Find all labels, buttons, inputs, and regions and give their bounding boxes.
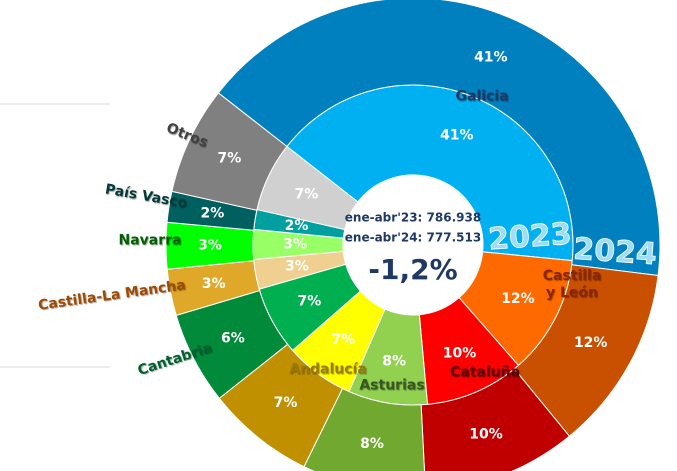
value-label: 7% (274, 395, 298, 411)
value-label: 7% (331, 332, 355, 348)
value-label: 41% (440, 127, 474, 143)
center-value: -1,2% (368, 253, 457, 286)
category-label: Galicia (455, 88, 509, 105)
ring-year: 2024 (572, 232, 658, 273)
value-label: 12% (501, 291, 535, 307)
value-label: 3% (283, 237, 307, 253)
value-label: 7% (295, 186, 319, 202)
value-label: 12% (574, 335, 608, 351)
value-label: 3% (285, 259, 309, 275)
value-label: 8% (360, 436, 384, 452)
value-label: 3% (202, 276, 226, 292)
center-hole (345, 177, 481, 313)
value-label: 10% (469, 426, 503, 442)
value-label: 2% (285, 218, 309, 234)
donut-slice (217, 0, 661, 277)
value-label: 6% (221, 331, 245, 347)
value-label: 7% (218, 150, 242, 166)
value-label: 8% (382, 353, 406, 369)
value-label: 7% (298, 293, 322, 309)
ring-year: 2023 (487, 217, 573, 258)
donut-slice (420, 368, 571, 471)
category-label: Cataluña (449, 364, 521, 381)
center-line: ene-abr'23: 786.938 (345, 211, 481, 225)
value-label: 3% (198, 238, 222, 254)
value-label: 10% (443, 345, 477, 361)
category-label: Asturias (359, 377, 425, 394)
value-label: 2% (201, 206, 225, 222)
category-label: Andalucía (289, 361, 367, 378)
category-label: Navarra (118, 232, 182, 249)
category-label: Castilla y León (542, 268, 602, 301)
value-label: 41% (474, 50, 508, 66)
center-line: ene-abr'24: 777.513 (345, 231, 481, 245)
donut-slice (171, 92, 288, 211)
